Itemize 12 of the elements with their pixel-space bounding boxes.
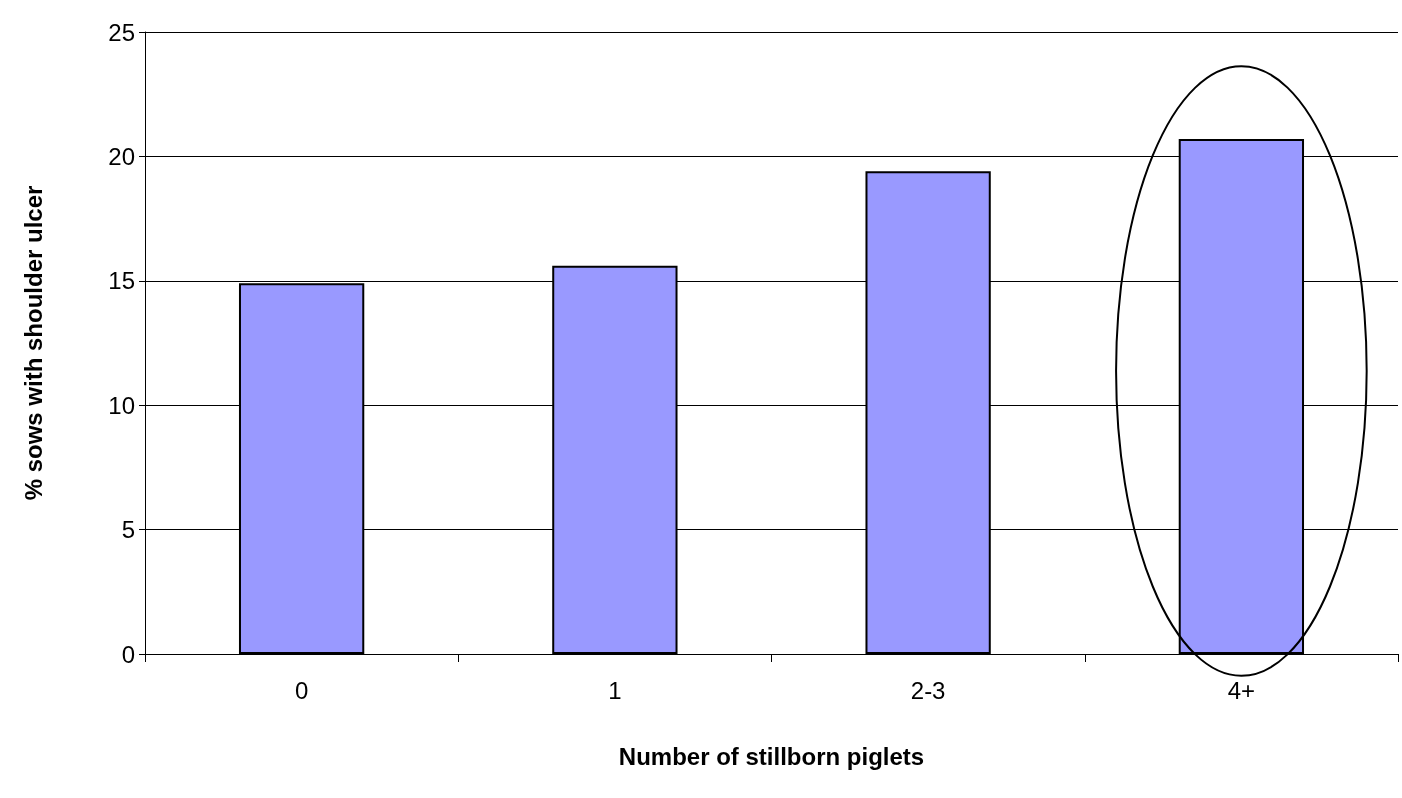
- x-tick-label: 4+: [1227, 676, 1256, 704]
- y-tick-label: 15: [108, 267, 135, 295]
- x-axis-title: Number of stillborn piglets: [618, 742, 925, 770]
- y-axis-title: % sows with shoulder ulcer: [19, 185, 47, 501]
- y-tick-label: 25: [108, 18, 135, 46]
- y-tick-label: 0: [121, 640, 135, 668]
- y-tick-label: 5: [121, 516, 135, 544]
- y-tick-label: 20: [108, 142, 135, 170]
- y-tick-label: 10: [108, 391, 135, 419]
- x-tick-label: 0: [294, 676, 309, 704]
- x-tick-label: 1: [608, 676, 622, 704]
- x-tick-label: 2-3: [910, 676, 946, 704]
